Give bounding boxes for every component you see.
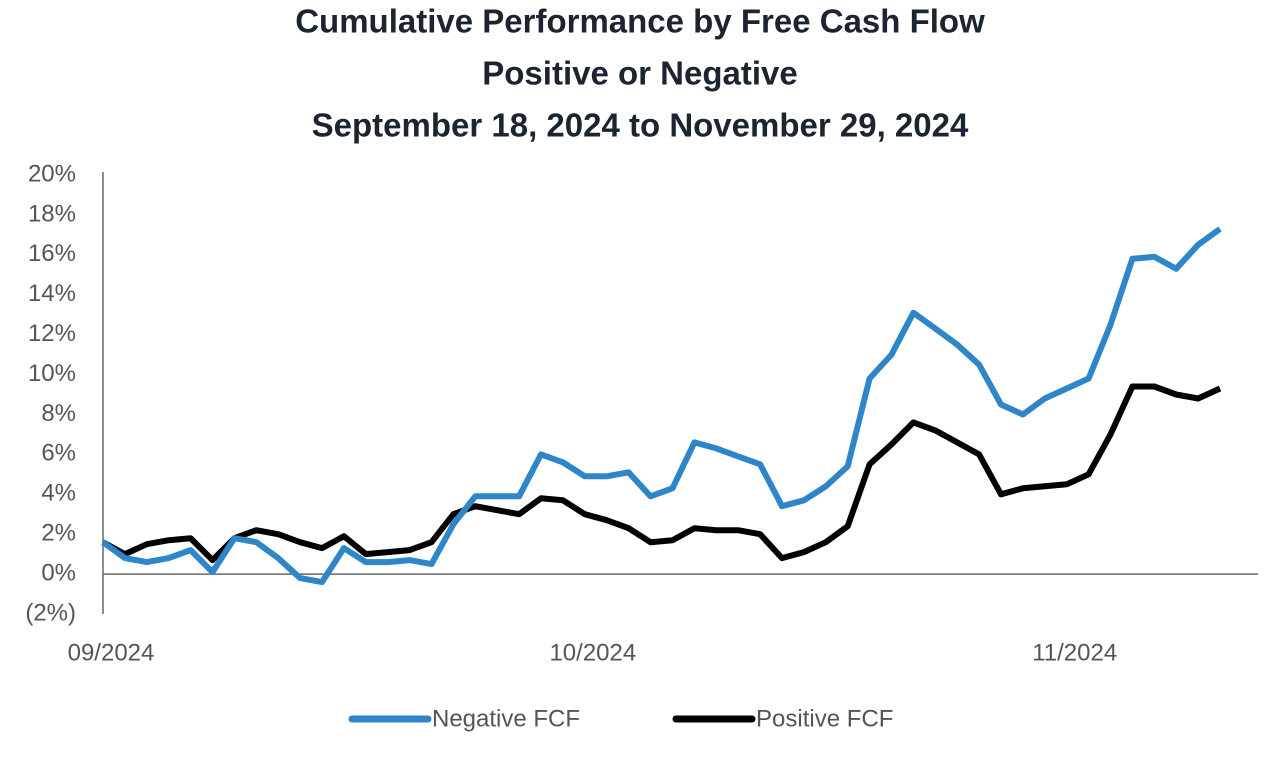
y-tick-label: 4% (41, 480, 76, 507)
y-tick-label: 0% (41, 559, 76, 586)
chart-title: Positive or Negative (482, 55, 797, 92)
x-tick-label: 09/2024 (68, 639, 155, 666)
legend-label: Positive FCF (756, 705, 893, 732)
legend-label: Negative FCF (432, 705, 580, 732)
y-tick-label: 14% (28, 280, 76, 307)
y-tick-label: 8% (41, 400, 76, 427)
chart-title: Cumulative Performance by Free Cash Flow (295, 3, 985, 40)
y-tick-label: 2% (41, 520, 76, 547)
y-tick-label: (2%) (25, 599, 76, 626)
x-tick-label: 10/2024 (549, 639, 636, 666)
y-tick-label: 12% (28, 320, 76, 347)
y-tick-label: 20% (28, 160, 76, 187)
chart-title: September 18, 2024 to November 29, 2024 (312, 107, 969, 144)
y-tick-label: 10% (28, 360, 76, 387)
y-tick-label: 6% (41, 440, 76, 467)
y-tick-label: 16% (28, 240, 76, 267)
series-line (101, 383, 1222, 564)
series-line (101, 226, 1222, 586)
y-tick-label: 18% (28, 200, 76, 227)
x-tick-label: 11/2024 (1032, 639, 1117, 666)
